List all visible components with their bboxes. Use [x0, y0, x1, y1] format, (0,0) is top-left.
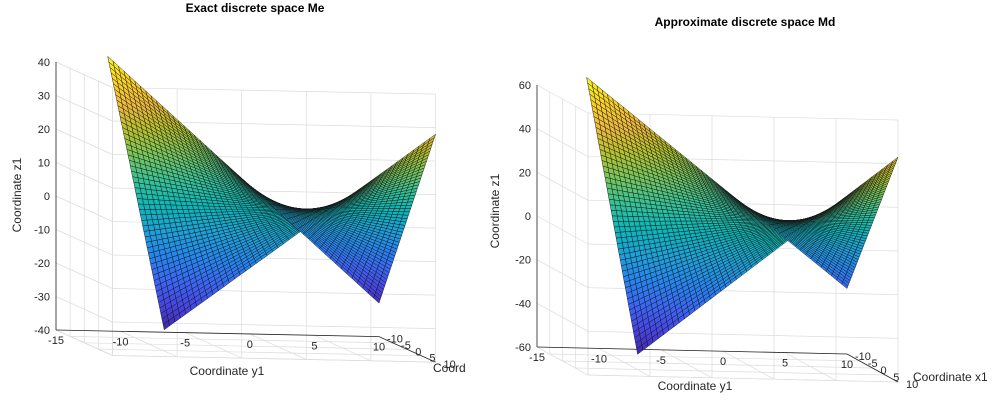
grid-line [112, 355, 436, 363]
grid-line [55, 296, 113, 323]
grid-line [55, 195, 113, 222]
chart-title-exact: Exact discrete space Me [186, 1, 325, 15]
grid-line [55, 162, 113, 189]
x-tick-label: 5 [311, 340, 317, 352]
z-tick-label: 20 [38, 124, 50, 136]
y-tick-label: -5 [401, 340, 411, 352]
surface-exact [107, 55, 436, 331]
grid-line [55, 128, 113, 155]
grid-line [562, 360, 873, 369]
x-axis-line [536, 346, 848, 355]
grid-line [70, 336, 394, 344]
z-tick-label: 10 [38, 158, 50, 170]
chart-title-approximate: Approximate discrete space Md [655, 15, 836, 29]
x-tick-label: -5 [180, 338, 190, 350]
grid-line [55, 329, 113, 356]
surface-patch [405, 201, 414, 206]
z-tick-label: 30 [38, 91, 50, 103]
chart-approximate-space: Approximate discrete space Md -15 -10 -5 0 5… [488, 15, 988, 393]
z-tick-label: -10 [34, 225, 50, 237]
z-tick-label: -20 [34, 258, 50, 270]
z-axis-label-exact: Coordinate z1 [10, 157, 24, 232]
surface-patch [866, 219, 874, 224]
y-axis-label-exact: Coord [433, 361, 466, 375]
grid-line [587, 374, 899, 383]
x-axis-label-exact: Coordinate y1 [190, 364, 265, 378]
x-tick-label: -15 [48, 335, 64, 347]
z-tick-label: 40 [38, 57, 50, 69]
grid-line [98, 348, 422, 357]
grid-line [84, 342, 408, 350]
grid-line [55, 229, 113, 256]
surface-patch [867, 217, 875, 221]
x-tick-label: 0 [247, 339, 253, 351]
surface-patch [403, 208, 411, 213]
surface-patch [868, 214, 876, 218]
grid-line [112, 321, 436, 329]
z-tick-label: -40 [34, 325, 50, 337]
z-tick-label: -30 [34, 292, 50, 304]
y-axis-line [378, 336, 436, 363]
grid-line [575, 367, 886, 376]
chart-exact-space: Exact discrete space Me -15 -10 -5 0 5 10 -10 -… [10, 1, 466, 378]
grid-line [55, 262, 113, 289]
x-tick-label: -10 [113, 336, 129, 348]
x-tick-label: 10 [373, 342, 385, 354]
surface-patch [404, 204, 413, 209]
grid-line [55, 95, 113, 122]
grid-line [55, 61, 113, 88]
grid-line [112, 87, 436, 95]
y-tick-label: 0 [415, 346, 421, 358]
x-axis-line [55, 329, 380, 337]
surface-patch [402, 211, 410, 216]
z-tick-label: 0 [44, 191, 50, 203]
